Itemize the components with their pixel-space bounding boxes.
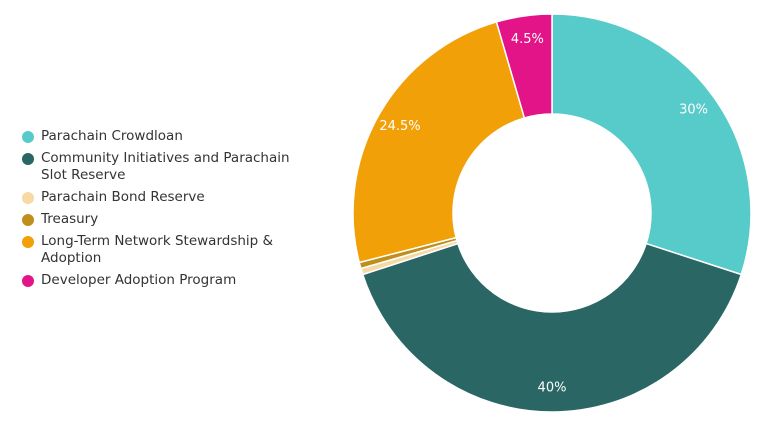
slice-value-label: 4.5% [511, 32, 544, 47]
legend-item[interactable]: Developer Adoption Program [22, 272, 312, 289]
legend-swatch [22, 131, 34, 143]
legend-swatch [22, 236, 34, 248]
legend-item[interactable]: Parachain Bond Reserve [22, 189, 312, 206]
donut-slice[interactable] [361, 242, 743, 413]
legend-item[interactable]: Parachain Crowdloan [22, 128, 312, 145]
legend-label: Developer Adoption Program [41, 272, 237, 288]
legend-swatch [22, 153, 34, 165]
legend-label: Community Initiatives and Parachain Slot… [41, 150, 290, 183]
legend-label: Parachain Bond Reserve [41, 189, 205, 205]
legend-swatch [22, 192, 34, 204]
legend-label: Treasury [41, 211, 99, 227]
legend-swatch [22, 214, 34, 226]
legend-item[interactable]: Long-Term Network Stewardship & Adoption [22, 233, 312, 267]
donut-slice[interactable] [551, 13, 752, 276]
legend-item[interactable]: Community Initiatives and Parachain Slot… [22, 150, 312, 184]
chart-legend: Parachain Crowdloan Community Initiatives… [22, 128, 312, 294]
legend-label: Long-Term Network Stewardship & Adoption [41, 233, 274, 266]
legend-label: Parachain Crowdloan [41, 128, 183, 144]
slice-value-label: 30% [679, 103, 708, 118]
slice-value-label: 40% [538, 381, 567, 396]
donut-slice[interactable] [352, 20, 526, 264]
donut-slice[interactable] [495, 13, 553, 119]
legend-swatch [22, 275, 34, 287]
legend-item[interactable]: Treasury [22, 211, 312, 228]
slice-value-label: 24.5% [379, 119, 420, 134]
